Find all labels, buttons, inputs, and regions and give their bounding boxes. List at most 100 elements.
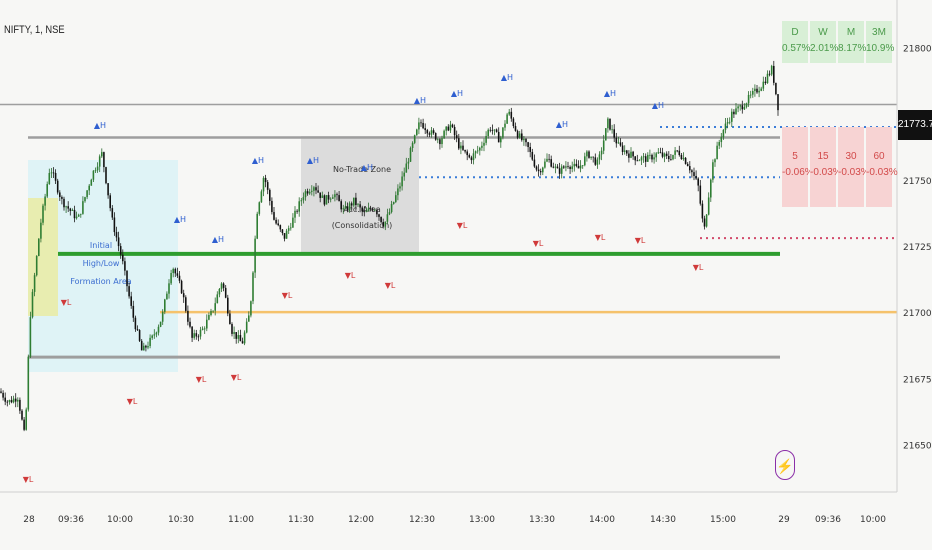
candle-body (699, 185, 702, 204)
candle-body (518, 133, 521, 138)
candle-body (180, 280, 183, 294)
candle-body (317, 190, 319, 193)
low-marker: ▼L (61, 298, 72, 307)
candle-body (623, 150, 626, 152)
candle-body (693, 172, 695, 176)
candle-body (632, 151, 634, 157)
candle-body (359, 204, 361, 208)
candle-body (96, 166, 99, 171)
high-marker: ▲H (307, 156, 319, 165)
candle-body (12, 398, 15, 403)
candle-body (248, 315, 250, 322)
candle-body (743, 106, 746, 110)
lightning-icon[interactable]: ⚡ (775, 450, 795, 480)
candle-body (367, 208, 370, 211)
candle-body (229, 313, 231, 325)
candle-body (739, 105, 741, 107)
interval-cell-60: 60 -0.03% (866, 127, 898, 207)
candle-body (678, 150, 681, 156)
candle-body (537, 169, 540, 172)
candle-body (665, 153, 668, 156)
candle-body (201, 328, 204, 330)
candle-body (176, 273, 179, 276)
price-axis[interactable]: 21800.0021775.0021750.0021725.0021700.00… (903, 45, 932, 452)
candle-body (10, 400, 13, 403)
candle-body (212, 310, 214, 312)
candle-body (329, 198, 332, 200)
candle-body (611, 129, 613, 131)
candle-body (231, 324, 233, 334)
candle-body (277, 223, 279, 226)
candle-body (59, 192, 61, 197)
candle-body (451, 124, 454, 127)
stat-cell-3m: 3M 10.9% (866, 21, 894, 63)
hl-markers: ▲H ▲H ▲H ▲H ▲H ▲H ▲H ▲H ▲H ▲H ▲H ▲H ▼L ▼L ▼L ▼L ▼L ▼L ▼L ▼L… (23, 73, 704, 484)
initial-zone-label-3: Formation Area (70, 277, 131, 286)
candle-body (8, 400, 11, 402)
candle-body (304, 191, 307, 198)
candle-body (434, 133, 437, 140)
candle-body (514, 126, 517, 131)
candle-body (588, 151, 590, 158)
candle-body (571, 166, 573, 169)
candle-body (453, 126, 456, 136)
candle-body (14, 398, 17, 402)
candle-body (392, 201, 395, 204)
candle-body (124, 261, 126, 271)
candle-body (674, 150, 676, 155)
candle-body (315, 187, 317, 191)
candle-body (29, 317, 32, 357)
candle-body (178, 275, 181, 281)
candle-body (565, 166, 567, 168)
candle-body (88, 185, 90, 191)
candle-body (424, 128, 426, 131)
candle-body (384, 221, 387, 227)
candle-body (210, 310, 212, 315)
candle-body (689, 166, 691, 171)
candle-body (529, 146, 531, 152)
candle-body (239, 335, 242, 342)
time-tick-label: 09:36 (58, 515, 84, 525)
candle-body (369, 208, 372, 210)
candle-body (273, 212, 275, 220)
candle-body (613, 129, 615, 138)
candle-body (777, 94, 779, 111)
candle-body (94, 170, 97, 172)
candle-body (691, 170, 693, 173)
candle-body (151, 335, 153, 338)
candle-body (245, 321, 248, 333)
candle-body (590, 156, 592, 158)
candle-body (111, 208, 114, 218)
candle-body (193, 333, 195, 338)
candle-body (336, 194, 338, 196)
stat-cell-d: D 0.57% (782, 21, 810, 63)
initial-zone-label-2: High/Low (83, 259, 120, 268)
candle-body (172, 268, 174, 274)
candle-body (760, 88, 762, 91)
candle-body (143, 345, 145, 351)
candle-body (376, 209, 378, 215)
candle-body (382, 222, 384, 227)
time-axis[interactable]: 28 09:36 10:00 10:30 11:00 11:30 12:00 12:30 13:… (23, 515, 886, 525)
price-tick-label: 21725.00 (903, 243, 932, 253)
candle-body (145, 345, 147, 348)
high-marker: ▲H (252, 156, 264, 165)
candle-body (466, 151, 468, 156)
candle-body (655, 153, 657, 158)
candle-body (710, 179, 712, 198)
time-tick-label: 10:00 (107, 515, 133, 525)
high-marker: ▲H (556, 120, 568, 129)
candle-body (128, 286, 130, 297)
candle-body (390, 203, 393, 213)
candle-body (281, 229, 284, 234)
no-trade-zone-label: No-Trade Zone (333, 165, 391, 174)
symbol-title[interactable]: NIFTY, 1, NSE (4, 24, 65, 36)
candle-body (371, 209, 374, 211)
candle-body (756, 88, 758, 93)
candle-body (521, 133, 523, 141)
candle-body (73, 209, 76, 219)
candle-body (109, 195, 111, 209)
candle-body (269, 189, 271, 201)
